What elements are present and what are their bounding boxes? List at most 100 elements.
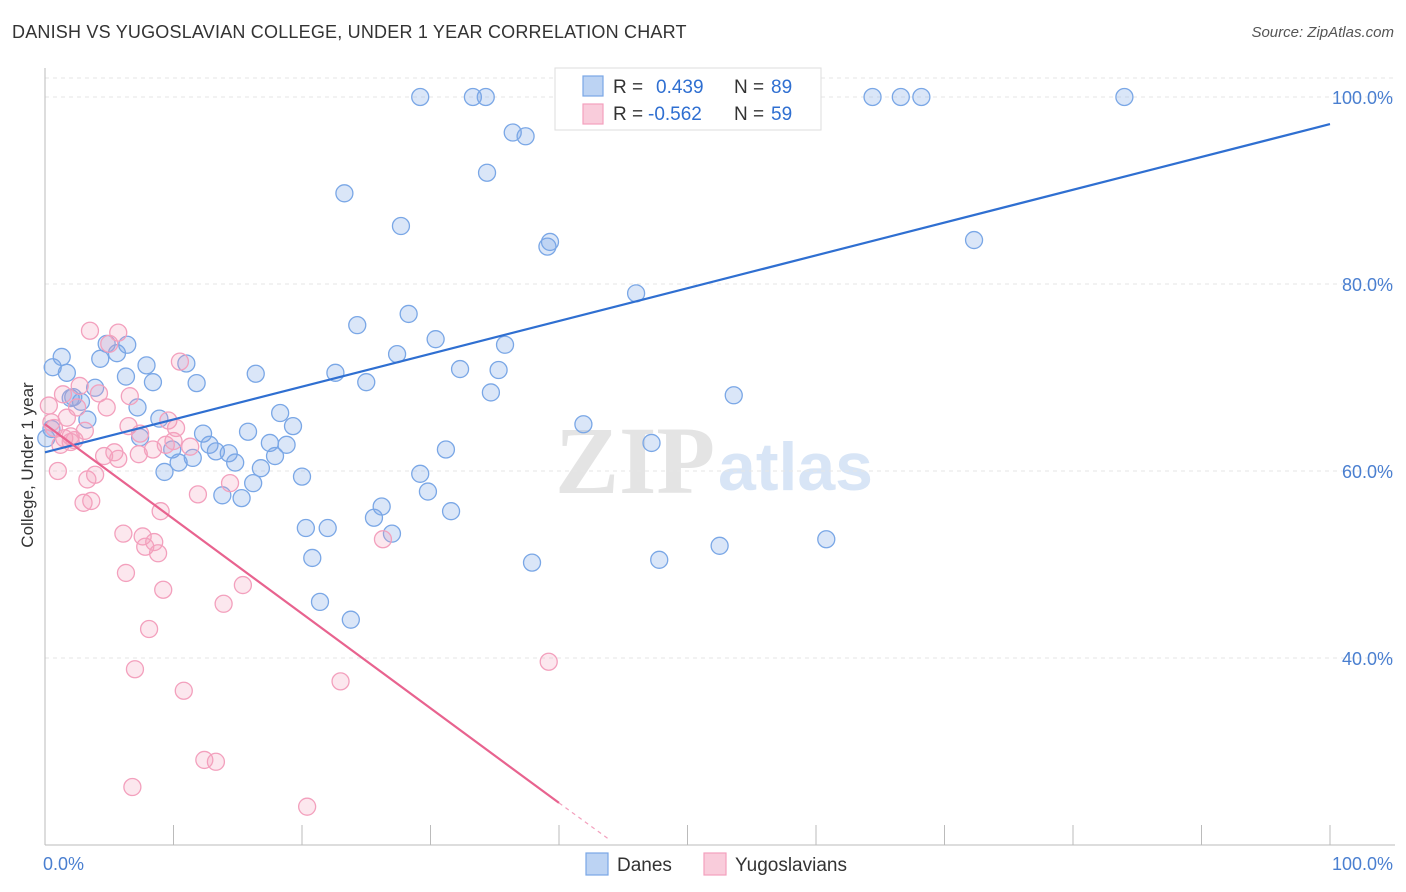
danes-r-label: R = (613, 77, 643, 98)
danes-point-83 (1115, 87, 1134, 107)
yugoslavians-point-5 (53, 385, 73, 404)
danes-point-88 (244, 474, 263, 493)
yugoslavians-point-42 (297, 797, 317, 816)
yugoslavians-point-58 (166, 418, 186, 438)
yugoslavians-point-40 (220, 474, 240, 493)
yugoslavians-bottom-label: Yugoslavians (735, 855, 847, 876)
danes-point-64 (489, 360, 508, 380)
yugoslavians-trend-line (44, 423, 560, 804)
danes-point-61 (476, 87, 495, 107)
danes-point-86 (183, 448, 202, 468)
danes-point-82 (964, 230, 984, 250)
yugoslavians-point-54 (75, 421, 94, 440)
yugoslavians-point-28 (148, 544, 168, 563)
yugoslavians-point-53 (156, 435, 175, 454)
axes (44, 68, 1395, 846)
yugoslavians-r-value: -0.562 (648, 104, 702, 125)
yugoslavians-point-14 (89, 384, 109, 403)
y-tick-label-0: 100.0% (1332, 88, 1393, 108)
danes-point-57 (436, 440, 456, 459)
danes-point-36 (277, 435, 296, 454)
yugoslavians-point-51 (97, 398, 116, 417)
yugoslavians-point-3 (48, 461, 67, 481)
danes-point-45 (341, 610, 360, 629)
yugoslavians-r-label: R = (613, 104, 643, 125)
danes-point-18 (155, 462, 174, 482)
yugoslavians-point-21 (120, 387, 139, 406)
yugoslavians-legend-swatch (582, 103, 604, 125)
danes-point-50 (382, 524, 402, 543)
danes-point-38 (292, 467, 312, 486)
danes-point-37 (283, 416, 303, 436)
danes-point-15 (137, 356, 156, 375)
danes-point-42 (318, 518, 337, 538)
y-tick-label-1: 80.0% (1342, 275, 1393, 295)
danes-point-16 (143, 373, 163, 392)
series-legend: Danes Yugoslavians (585, 852, 847, 876)
yugoslavians-point-18 (109, 449, 128, 468)
danes-point-32 (251, 459, 271, 478)
danes-point-77 (724, 386, 743, 405)
danes-point-59 (450, 359, 470, 379)
yugoslavians-point-0 (39, 396, 59, 415)
danes-point-12 (118, 335, 137, 354)
danes-point-70 (540, 232, 560, 252)
danes-point-29 (232, 488, 251, 508)
yugoslavians-point-13 (85, 465, 105, 484)
yugoslavians-point-37 (195, 750, 214, 770)
danes-point-40 (303, 548, 322, 568)
danes-point-7 (78, 410, 97, 429)
danes-point-31 (246, 364, 265, 383)
danes-n-value: 89 (771, 77, 792, 98)
yugoslavians-point-43 (331, 672, 350, 691)
danes-point-41 (310, 592, 330, 612)
danes-point-54 (411, 464, 430, 483)
yugoslavians-point-45 (539, 652, 558, 671)
danes-point-75 (650, 550, 669, 569)
danes-point-81 (912, 87, 931, 107)
yugoslavians-point-20 (116, 563, 136, 583)
x-tick-label-right: 100.0% (1332, 854, 1393, 874)
yugoslavians-point-56 (123, 777, 142, 797)
danes-point-58 (441, 502, 461, 521)
danes-trend-line (44, 123, 1331, 454)
yugoslavians-point-15 (94, 446, 114, 466)
yugoslavians-trend-extension (558, 802, 611, 841)
yugoslavians-point-36 (188, 485, 208, 504)
danes-point-67 (516, 127, 535, 146)
danes-point-62 (477, 163, 497, 182)
yugoslavians-n-value: 59 (771, 104, 792, 125)
y-tick-label-3: 40.0% (1342, 649, 1393, 669)
danes-point-71 (574, 415, 593, 434)
yugoslavians-point-38 (206, 752, 226, 771)
yugoslavians-n-label: N = (734, 104, 764, 125)
danes-point-56 (426, 330, 445, 349)
danes-bottom-swatch (585, 852, 609, 876)
yugoslavians-point-22 (125, 660, 145, 679)
danes-point-28 (226, 453, 245, 472)
chart-title: DANISH VS YUGOSLAVIAN COLLEGE, UNDER 1 Y… (12, 22, 687, 42)
danes-point-68 (522, 553, 542, 572)
danes-point-53 (399, 304, 418, 324)
danes-point-3 (52, 347, 71, 367)
danes-point-24 (200, 435, 219, 454)
danes-point-21 (177, 354, 196, 373)
y-axis-title: College, Under 1 year (18, 382, 37, 548)
danes-point-23 (193, 424, 213, 443)
danes-point-76 (710, 536, 729, 555)
y-tick-label-2: 60.0% (1342, 462, 1393, 482)
yugoslavians-point-49 (67, 398, 87, 417)
watermark-atlas: atlas (718, 429, 873, 505)
danes-legend-swatch (582, 75, 604, 97)
yugoslavians-point-46 (80, 321, 100, 340)
yugoslavians-point-9 (70, 376, 89, 396)
danes-point-44 (335, 184, 354, 203)
danes-point-13 (116, 367, 136, 386)
tick-labels: 100.0% 80.0% 60.0% 40.0% 0.0% 100.0% (43, 88, 1393, 874)
danes-point-55 (418, 482, 438, 501)
yugoslavians-point-23 (129, 445, 148, 464)
yugoslavians-point-19 (114, 524, 133, 543)
stats-legend: R = 0.439 N = 89 R = -0.562 N = 59 (554, 67, 822, 131)
danes-point-63 (481, 383, 501, 402)
